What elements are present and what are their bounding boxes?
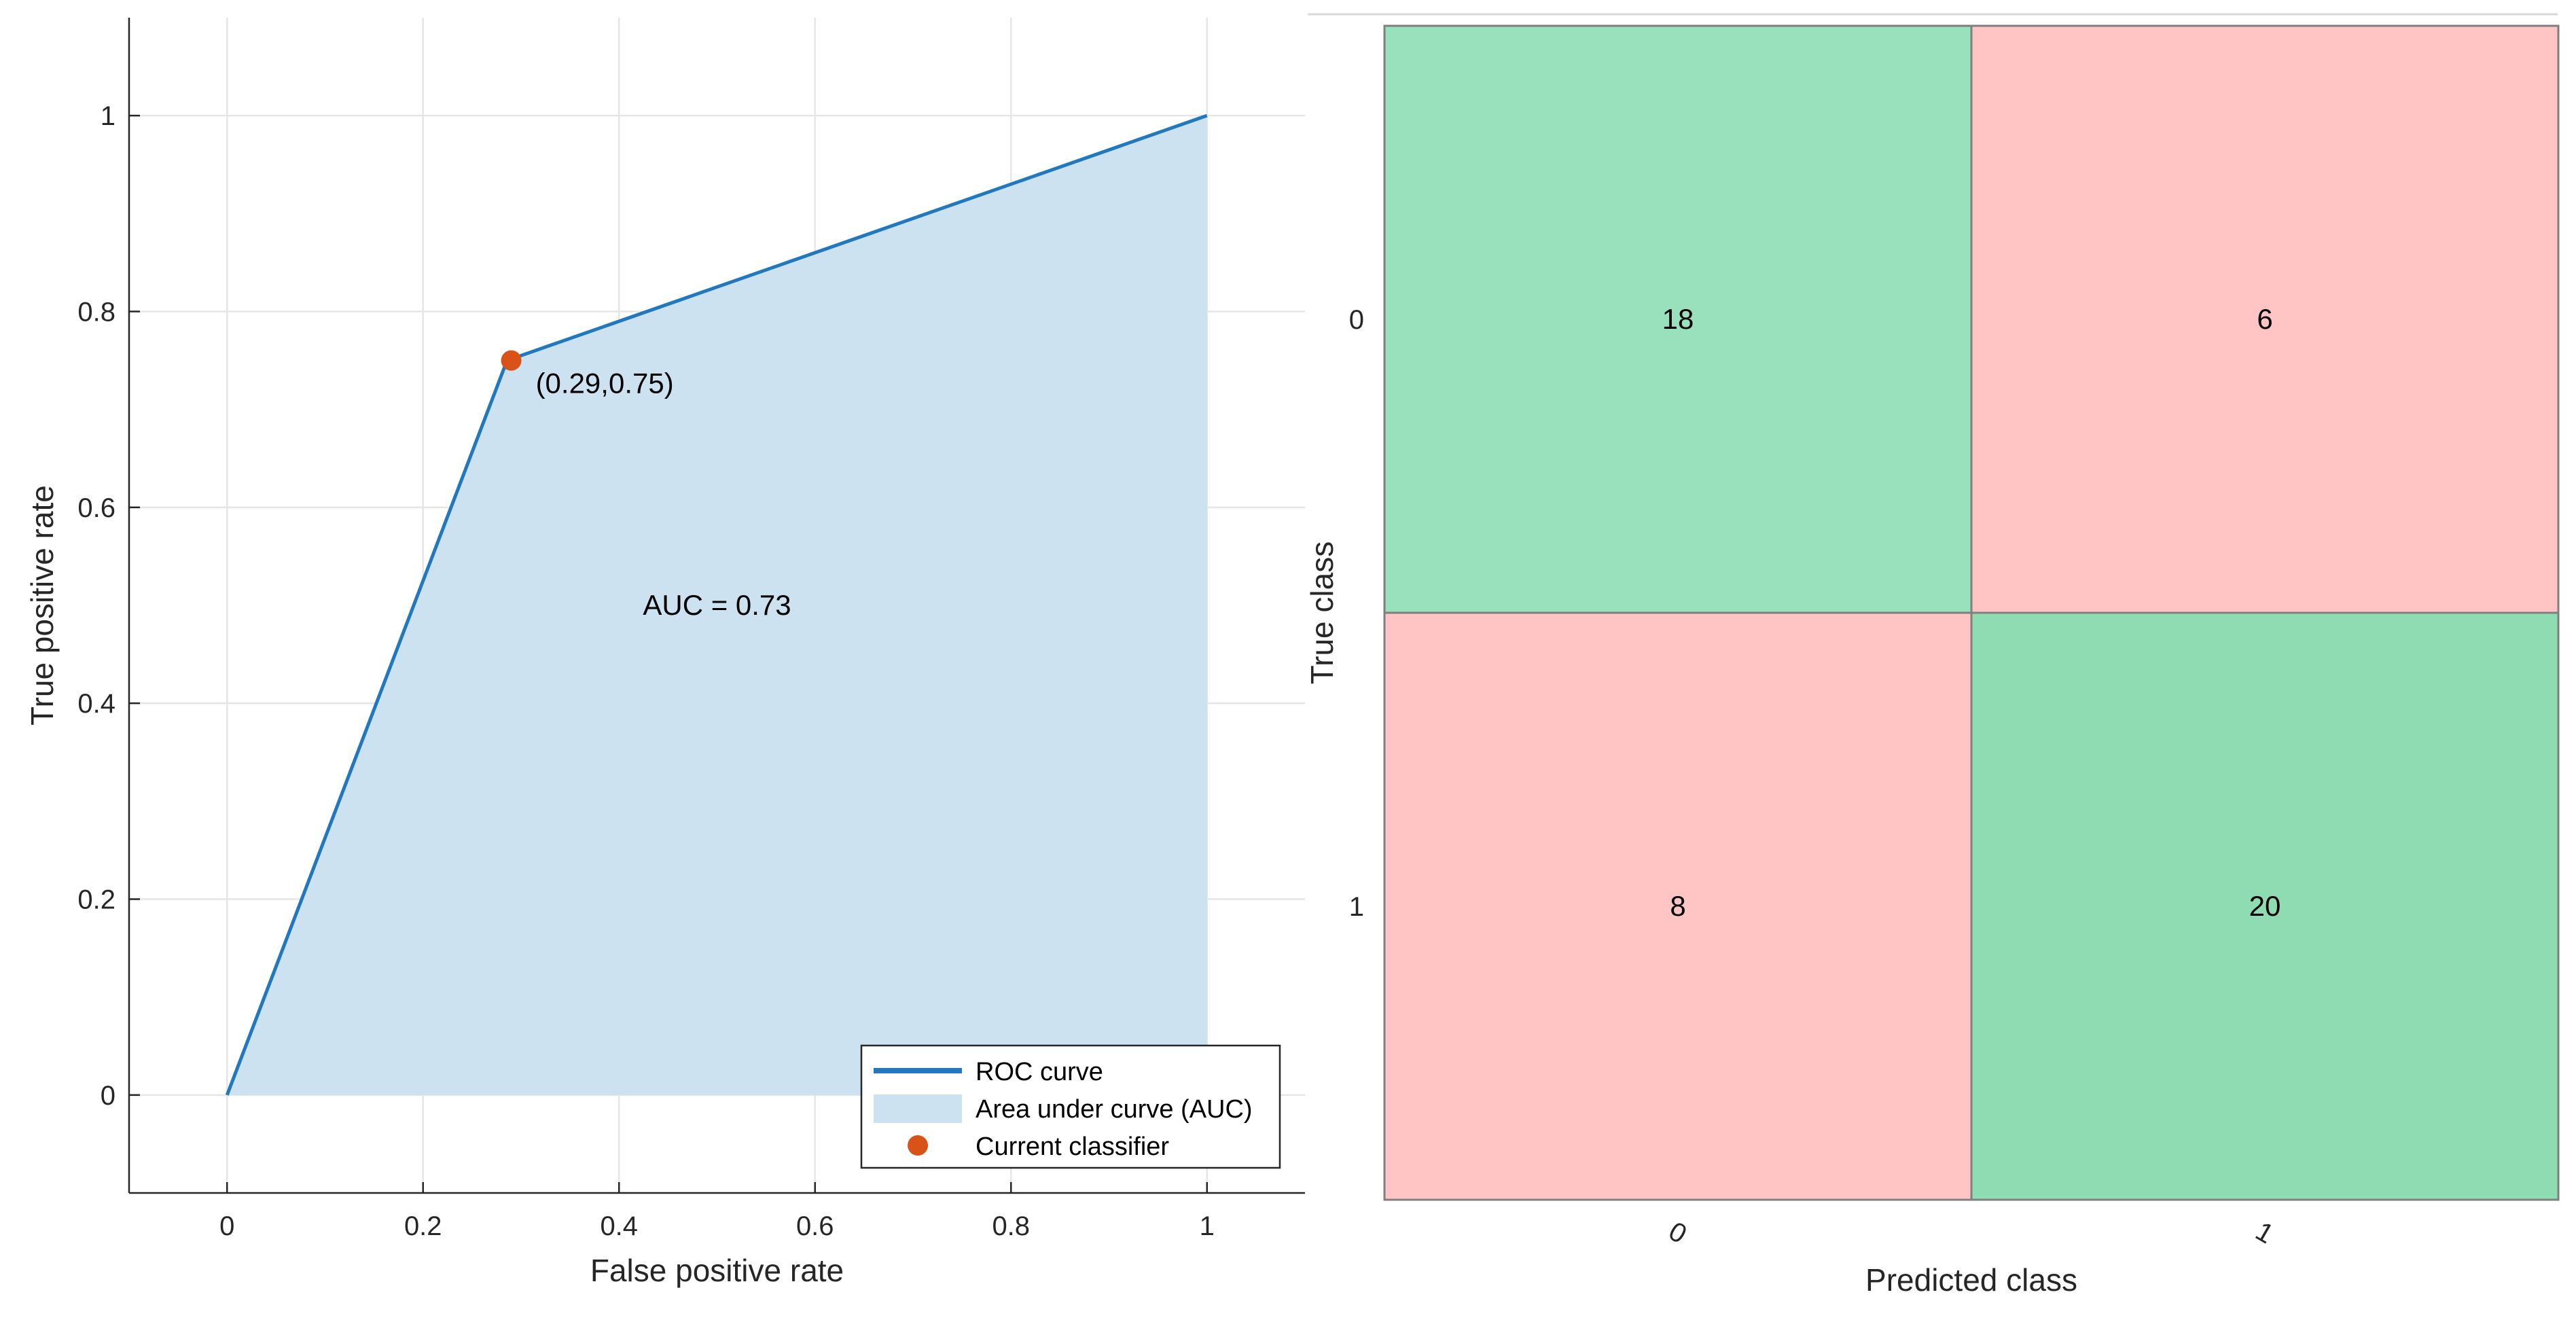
current-classifier-label: (0.29,0.75) [536,368,674,399]
auc-annotation: AUC = 0.73 [643,589,791,621]
roc-y-axis-label: True positive rate [24,485,60,726]
cm-cells [1383,24,2560,1201]
cm-value-1-0: 8 [1670,890,1685,922]
roc-legend: ROC curve Area under curve (AUC) Current… [860,1044,1281,1169]
cm-y-axis-label: True class [1304,541,1340,684]
roc-x-tick-label: 0 [219,1211,234,1241]
cm-x-tick-label: 1 [2251,1216,2278,1249]
roc-y-tick-label: 0.4 [77,689,115,719]
auc-area [227,115,1207,1095]
cm-cell-values: 18 6 8 20 [1662,303,2281,922]
cm-cell-1-1 [1970,611,2560,1201]
cm-value-1-1: 20 [2249,890,2281,922]
roc-x-tick-label: 0.6 [796,1211,834,1241]
roc-y-tick-label: 0.6 [77,493,115,523]
roc-x-tick-label: 0.2 [404,1211,442,1241]
cm-x-axis-label: Predicted class [1865,1262,2077,1298]
current-classifier-marker [501,350,522,371]
legend-auc-label: Area under curve (AUC) [976,1095,1253,1124]
roc-y-tick-label: 0.8 [77,298,115,327]
roc-y-tick-label: 1 [101,101,115,131]
cm-y-tick-label: 1 [1349,892,1364,922]
roc-x-tick-label: 1 [1200,1211,1215,1241]
cm-y-tick-label: 0 [1349,305,1364,335]
roc-axes [128,18,1305,1194]
cm-value-0-0: 18 [1662,303,1694,335]
roc-x-axis-label: False positive rate [590,1253,844,1288]
cm-cell-0-1 [1970,24,2560,614]
legend-roc-label: ROC curve [976,1058,1103,1086]
roc-x-tick-labels: 0 0.2 0.4 0.6 0.8 1 [219,1211,1215,1241]
legend-auc-swatch [874,1094,962,1123]
roc-y-tick-label: 0.2 [77,885,115,915]
roc-chart: (0.29,0.75) AUC = 0.73 0 0.2 0.4 0.6 0.8 1 00… [24,18,1305,1288]
roc-y-tick-labels: 0 0.2 0.4 0.6 0.8 1 [77,101,115,1111]
cm-value-0-1: 6 [2257,303,2272,335]
roc-x-tick-label: 0.8 [992,1211,1030,1241]
cm-y-tick-labels: 01 [1349,305,1364,922]
cm-x-tick-label: 0 [1664,1216,1692,1249]
roc-y-tick-label: 0 [101,1081,115,1111]
legend-classifier-swatch [908,1135,928,1156]
legend-classifier-label: Current classifier [976,1132,1169,1161]
roc-x-tick-label: 0.4 [600,1211,638,1241]
